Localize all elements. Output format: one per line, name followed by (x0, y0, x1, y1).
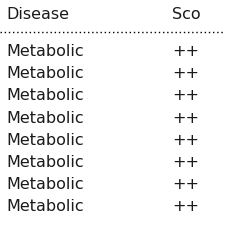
Text: Disease: Disease (7, 7, 70, 22)
Text: Metabolic: Metabolic (7, 66, 84, 81)
Text: ++: ++ (171, 66, 198, 81)
Text: Metabolic: Metabolic (7, 198, 84, 213)
Text: ++: ++ (171, 88, 198, 103)
Text: Metabolic: Metabolic (7, 110, 84, 125)
Text: ++: ++ (171, 110, 198, 125)
Text: Metabolic: Metabolic (7, 176, 84, 191)
Text: Metabolic: Metabolic (7, 132, 84, 147)
Text: ++: ++ (171, 132, 198, 147)
Text: ++: ++ (171, 198, 198, 213)
Text: ++: ++ (171, 44, 198, 59)
Text: Sco: Sco (171, 7, 200, 22)
Text: ++: ++ (171, 176, 198, 191)
Text: ++: ++ (171, 154, 198, 169)
Text: Metabolic: Metabolic (7, 88, 84, 103)
Text: Metabolic: Metabolic (7, 154, 84, 169)
Text: Metabolic: Metabolic (7, 44, 84, 59)
